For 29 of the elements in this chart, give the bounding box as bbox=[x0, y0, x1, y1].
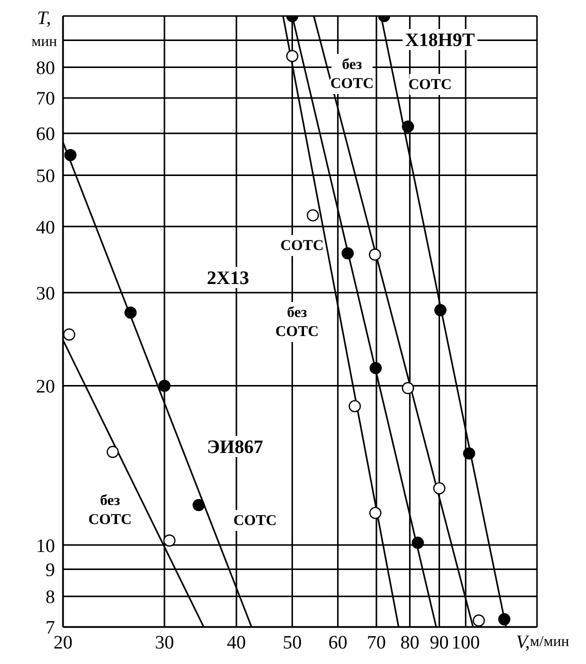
y-tick-label: 60 bbox=[36, 124, 55, 146]
y-tick-label: 30 bbox=[36, 283, 55, 304]
y-tick-label: 20 bbox=[36, 376, 55, 398]
x-tick-label: 90 bbox=[430, 632, 449, 654]
x-tick-label: 30 bbox=[154, 632, 174, 654]
annotation: 2Х13 bbox=[206, 268, 250, 288]
x-tick-label: 60 bbox=[328, 632, 348, 654]
annotation: Х18Н9Т bbox=[405, 30, 476, 50]
annotation: СОТС bbox=[280, 238, 324, 254]
y-tick-label: 70 bbox=[36, 88, 55, 110]
x-tick-label: 40 bbox=[226, 632, 246, 654]
y-tick-label: 7 bbox=[46, 618, 55, 639]
annotation: без СОТС bbox=[330, 57, 374, 92]
x-tick-label: 70 bbox=[366, 632, 386, 654]
x-tick-label: 100 bbox=[451, 632, 480, 654]
x-tick-label: 80 bbox=[400, 632, 420, 654]
annotation: СОТС bbox=[233, 513, 277, 529]
annotation: без СОТС bbox=[88, 493, 132, 528]
x-tick-label: 50 bbox=[282, 632, 302, 654]
y-tick-label: 80 bbox=[36, 58, 55, 80]
annotation: ЭИ867 bbox=[206, 436, 264, 458]
y-axis-title: T, мин bbox=[31, 8, 57, 50]
x-axis-title: V,м/мин bbox=[516, 632, 570, 652]
y-tick-label: 9 bbox=[46, 560, 55, 581]
y-tick-label: 8 bbox=[46, 587, 55, 608]
y-tick-label: 10 bbox=[36, 536, 55, 557]
y-tick-label: 40 bbox=[36, 217, 55, 238]
annotation: без СОТС bbox=[275, 305, 319, 340]
y-tick-label: 50 bbox=[36, 166, 55, 188]
